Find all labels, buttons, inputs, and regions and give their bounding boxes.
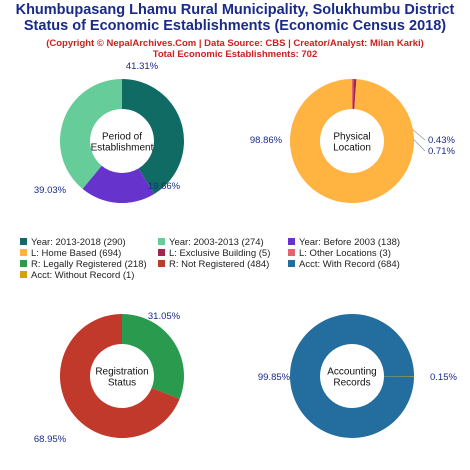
donut-center-label: Status — [108, 378, 136, 389]
donut-slice — [352, 79, 357, 110]
legend-label: Acct: With Record (684) — [299, 259, 400, 270]
legend-item: L: Exclusive Building (5) — [158, 248, 270, 259]
donut-center-label: Establishment — [91, 143, 154, 154]
donut-slice — [290, 314, 414, 439]
legend-item: Year: 2003-2013 (274) — [158, 237, 264, 248]
donut-slice — [383, 376, 414, 377]
legend-swatch — [158, 249, 165, 256]
legend-swatch — [20, 271, 27, 278]
legend-item: Acct: Without Record (1) — [20, 270, 134, 281]
donut-slice — [289, 79, 414, 204]
slice-percent-label: 68.95% — [34, 434, 67, 445]
legend-label: L: Exclusive Building (5) — [169, 248, 271, 259]
legend-label: Year: 2013-2018 (290) — [31, 237, 126, 248]
donut-slice — [122, 79, 185, 194]
slice-percent-label: 39.03% — [34, 185, 67, 196]
chart-title-line1: Khumbupasang Lhamu Rural Municipality, S… — [15, 2, 455, 18]
donut-center-label: Accounting — [327, 367, 376, 378]
legend-item: R: Not Registered (484) — [158, 259, 269, 270]
slice-percent-label: 31.05% — [148, 311, 181, 322]
legend-swatch — [288, 238, 295, 245]
legend-item: Year: Before 2003 (138) — [288, 237, 400, 248]
donut-center-label: Location — [333, 143, 371, 154]
legend-item: Year: 2013-2018 (290) — [20, 237, 126, 248]
legend-swatch — [20, 249, 27, 256]
legend-swatch — [20, 238, 27, 245]
total-establishments: Total Economic Establishments: 702 — [152, 49, 318, 60]
donut-slice — [122, 314, 184, 400]
legend-swatch — [158, 238, 165, 245]
legend-item: R: Legally Registered (218) — [20, 259, 147, 270]
legend-swatch — [288, 249, 295, 256]
legend-swatch — [158, 260, 165, 267]
slice-percent-label: 0.71% — [428, 146, 455, 157]
legend-label: R: Not Registered (484) — [169, 259, 270, 270]
legend-item: L: Home Based (694) — [20, 248, 121, 259]
chart-title-line2: Status of Economic Establishments (Econo… — [23, 18, 447, 34]
legend-label: L: Other Locations (3) — [299, 248, 391, 259]
donut-center-label: Physical — [333, 132, 370, 143]
slice-percent-label: 0.15% — [430, 372, 457, 383]
legend-swatch — [288, 260, 295, 267]
donut-center-label: Period of — [102, 132, 142, 143]
donut-center-label: Records — [333, 378, 370, 389]
slice-percent-label: 99.85% — [258, 372, 291, 383]
legend-swatch — [20, 260, 27, 267]
copyright-subtitle: (Copyright © NepalArchives.Com | Data So… — [46, 38, 424, 49]
legend-label: L: Home Based (694) — [31, 248, 122, 259]
slice-percent-label: 41.31% — [126, 61, 159, 72]
legend-item: Acct: With Record (684) — [288, 259, 400, 270]
legend-item: L: Other Locations (3) — [288, 248, 391, 259]
donut-slice — [352, 79, 354, 110]
legend-label: Year: 2003-2013 (274) — [169, 237, 264, 248]
legend-label: R: Legally Registered (218) — [31, 259, 147, 270]
donut-center-label: Registration — [95, 367, 148, 378]
donut-slice — [82, 165, 155, 204]
donut-slice — [59, 79, 122, 189]
donut-slice — [59, 314, 180, 438]
slice-percent-label: 19.66% — [148, 181, 181, 192]
legend-label: Acct: Without Record (1) — [31, 270, 135, 281]
slice-percent-label: 0.43% — [428, 135, 455, 146]
legend-label: Year: Before 2003 (138) — [299, 237, 401, 248]
slice-percent-label: 98.86% — [250, 135, 283, 146]
